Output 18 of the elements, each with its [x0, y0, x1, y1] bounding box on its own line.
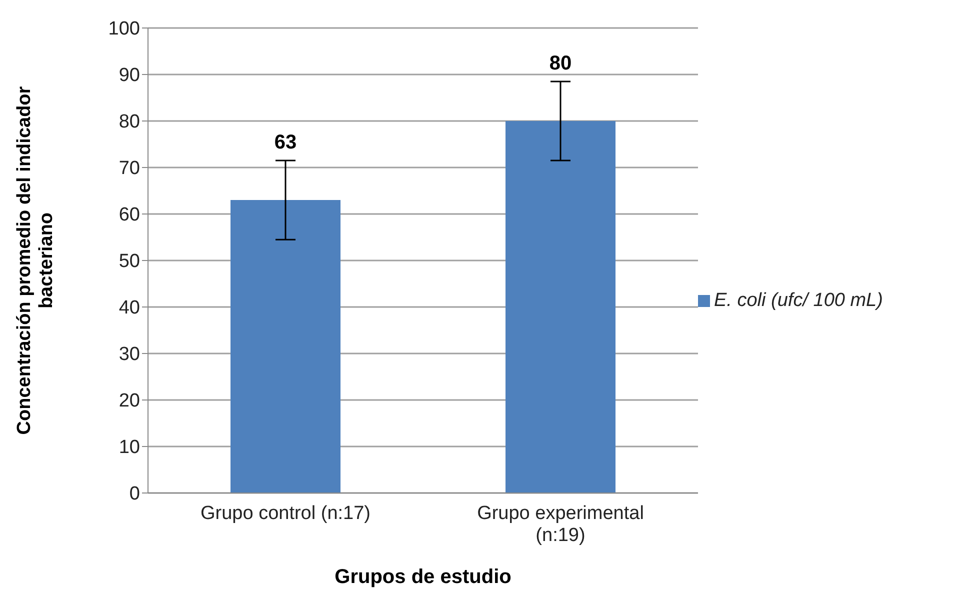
y-tick-label: 50: [118, 251, 140, 272]
data-label: 63: [274, 132, 297, 154]
y-tick-label: 70: [118, 158, 140, 180]
x-axis-title: Grupos de estudio: [334, 566, 512, 588]
x-tick-label: Grupo experimental (n:19): [477, 503, 644, 546]
y-tick-label: 60: [118, 204, 140, 226]
y-tick-label: 30: [118, 344, 140, 366]
y-axis-title: Concentración promedio del indicador bacteriano: [14, 86, 57, 435]
legend-label: E. coli (ufc/ 100 mL): [714, 290, 883, 310]
y-tick-label: 40: [118, 298, 140, 319]
y-tick-label: 100: [108, 18, 140, 40]
y-tick-label: 80: [118, 112, 140, 133]
x-tick-label: Grupo control (n:17): [200, 503, 371, 524]
y-tick-label: 0: [129, 484, 140, 505]
y-tick-label: 10: [118, 437, 140, 458]
y-tick-label: 90: [118, 65, 140, 86]
data-label: 80: [549, 52, 572, 74]
y-tick-label: 20: [118, 390, 140, 412]
